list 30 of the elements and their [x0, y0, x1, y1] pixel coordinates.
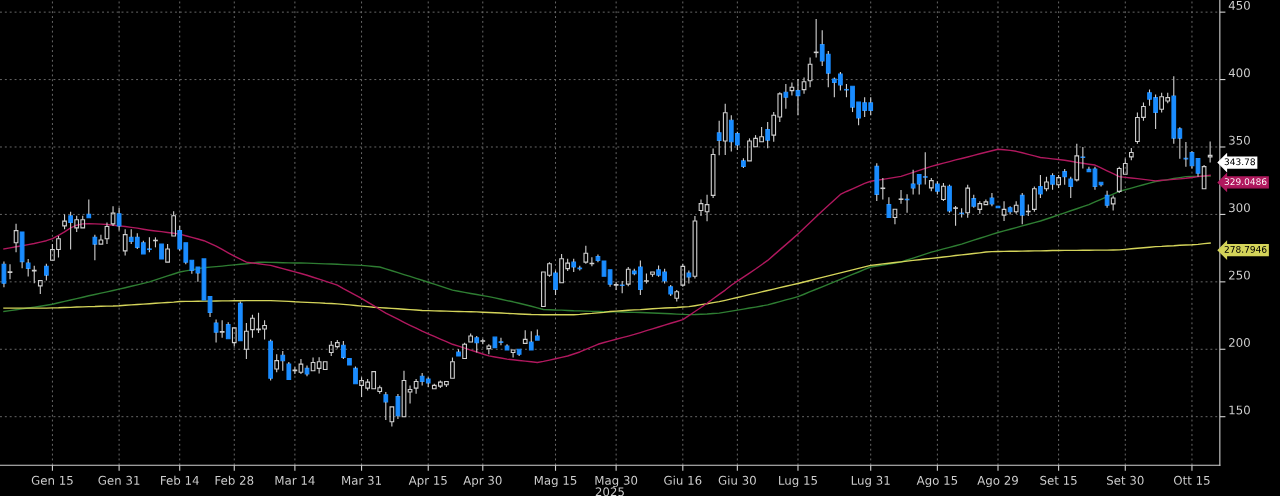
x-tick-label: Mar 31 — [342, 475, 381, 485]
x-tick-label: Mag 30 — [595, 475, 638, 488]
x-tick-label: Feb 28 — [215, 475, 254, 485]
y-tick-label: 250 — [1229, 270, 1250, 280]
x-tick-label: Mar 14 — [275, 476, 315, 485]
x-tick-label: Gen 31 — [98, 475, 140, 485]
x-tick-label: Feb 14 — [161, 475, 199, 485]
x-axis-title: 2025 — [595, 487, 624, 496]
y-tick-label: 350 — [1229, 135, 1250, 145]
x-tick-label: Set 30 — [1106, 475, 1144, 485]
y-tick-label: 200 — [1229, 338, 1250, 347]
x-tick-label: Lug 15 — [779, 476, 817, 488]
x-tick-label: Apr 30 — [463, 475, 502, 488]
x-tick-label: Ott 15 — [1173, 475, 1210, 485]
x-tick-label: Mag 15 — [534, 476, 577, 488]
x-tick-label: Lug 31 — [851, 475, 890, 488]
y-tick-label: 300 — [1229, 203, 1250, 213]
data-label: 278.7946 — [1224, 245, 1267, 253]
text: 343.78 — [1224, 158, 1255, 166]
y-tick-label: 400 — [1228, 68, 1250, 78]
x-tick-label: Giu 30 — [718, 475, 756, 485]
x-tick-label: Apr 15 — [408, 476, 447, 488]
x-tick-label: Set 15 — [1040, 475, 1077, 485]
y-tick-label: 150 — [1229, 405, 1250, 415]
x-tick-label: Gen 15 — [31, 475, 73, 485]
x-tick-label: Ago 29 — [977, 475, 1018, 488]
x-tick-label: Ago 15 — [916, 476, 958, 488]
data-label: 329.0486 — [1224, 178, 1267, 186]
x-tick-label: Giu 16 — [664, 475, 702, 485]
y-tick-label: 450 — [1228, 0, 1250, 10]
